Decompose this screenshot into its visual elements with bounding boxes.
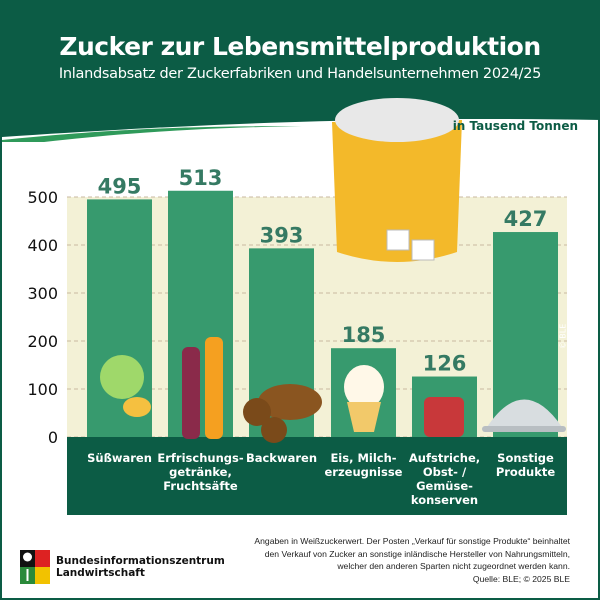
note-line: welcher den anderen Sparten nicht zugeor…: [337, 561, 570, 571]
bread-icon: [258, 384, 322, 420]
category-label: Eis, Milch-erzeugnisse: [324, 451, 402, 479]
bar: [168, 190, 233, 437]
bread-roll-icon: [261, 417, 287, 443]
ice-cream-cup-icon: [347, 402, 381, 432]
chart-title: Zucker zur Lebensmittelproduktion: [59, 32, 541, 61]
bottle-icon: [182, 347, 200, 439]
category-label: Backwaren: [246, 451, 317, 465]
y-tick-label: 100: [27, 380, 58, 399]
sugar-cube-icon: [386, 229, 410, 251]
category-label: Sonstige Produkte: [496, 451, 556, 479]
category-label: Erfrischungs-getränke, Fruchtsäfte: [157, 451, 243, 493]
category-label-line: getränke,: [169, 465, 232, 479]
value-label: 185: [342, 323, 386, 347]
y-tick-label: 300: [27, 284, 58, 303]
y-tick-label: 200: [27, 332, 58, 351]
watermark: © BLE: [558, 323, 568, 350]
jam-jar-icon: [424, 397, 464, 437]
lollipop-icon: [100, 355, 144, 399]
value-label: 393: [260, 223, 304, 247]
candy-icon: [123, 397, 151, 417]
category-label-line: konserven: [411, 493, 478, 507]
logo-icon: [20, 550, 50, 584]
y-tick-label: 0: [48, 428, 58, 447]
sugar-pile-icon: [335, 98, 459, 142]
category-label-line: Backwaren: [246, 451, 317, 465]
category-label-line: Eis, Milch-: [330, 451, 396, 465]
category-label-line: erzeugnisse: [324, 465, 402, 479]
value-label: 495: [98, 174, 142, 198]
category-label-line: Erfrischungs-: [157, 451, 243, 465]
category-label-line: Aufstriche,: [409, 451, 480, 465]
note-line: Angaben in Weißzuckerwert. Der Posten „V…: [254, 536, 570, 546]
category-label-line: Süßwaren: [87, 451, 152, 465]
cloche-plate-icon: [482, 426, 566, 432]
category-label: Aufstriche, Obst- / Gemüse-konserven: [409, 451, 480, 507]
category-label-line: Fruchtsäfte: [163, 479, 238, 493]
category-band: [67, 437, 567, 515]
ble-logo: Bundesinformationszentrum Landwirtschaft: [20, 550, 225, 584]
category-label-line: Obst- /: [423, 465, 467, 479]
unit-label: in Tausend Tonnen: [452, 119, 578, 133]
logo-text-line: Bundesinformationszentrum: [56, 555, 225, 567]
category-label: Süßwaren: [87, 451, 152, 465]
value-label: 513: [179, 166, 223, 190]
logo-text-line: Landwirtschaft: [56, 567, 145, 579]
ice-cream-icon: [344, 365, 384, 409]
value-label: 126: [423, 352, 467, 376]
category-label-line: Sonstige: [497, 451, 554, 465]
bread-roll-icon: [243, 398, 271, 426]
sugar-cube-icon: [411, 239, 435, 261]
header-background: [2, 2, 600, 142]
value-label: 427: [504, 207, 548, 231]
source-line: Quelle: BLE; © 2025 BLE: [472, 573, 570, 584]
category-label-line: Produkte: [496, 465, 556, 479]
y-tick-label: 500: [27, 188, 58, 207]
note-line: den Verkauf von Zucker an sonstige inlän…: [264, 548, 570, 559]
category-label-line: Gemüse-: [416, 479, 473, 493]
chart-subtitle: Inlandsabsatz der Zuckerfabriken und Han…: [58, 66, 542, 82]
cloche-icon: [487, 399, 562, 427]
y-tick-label: 400: [27, 236, 58, 255]
sugar-sack-icon: [332, 120, 462, 262]
footer-note: Angaben in Weißzuckerwert. Der Posten „V…: [254, 535, 570, 585]
bottle-icon: [205, 337, 223, 439]
